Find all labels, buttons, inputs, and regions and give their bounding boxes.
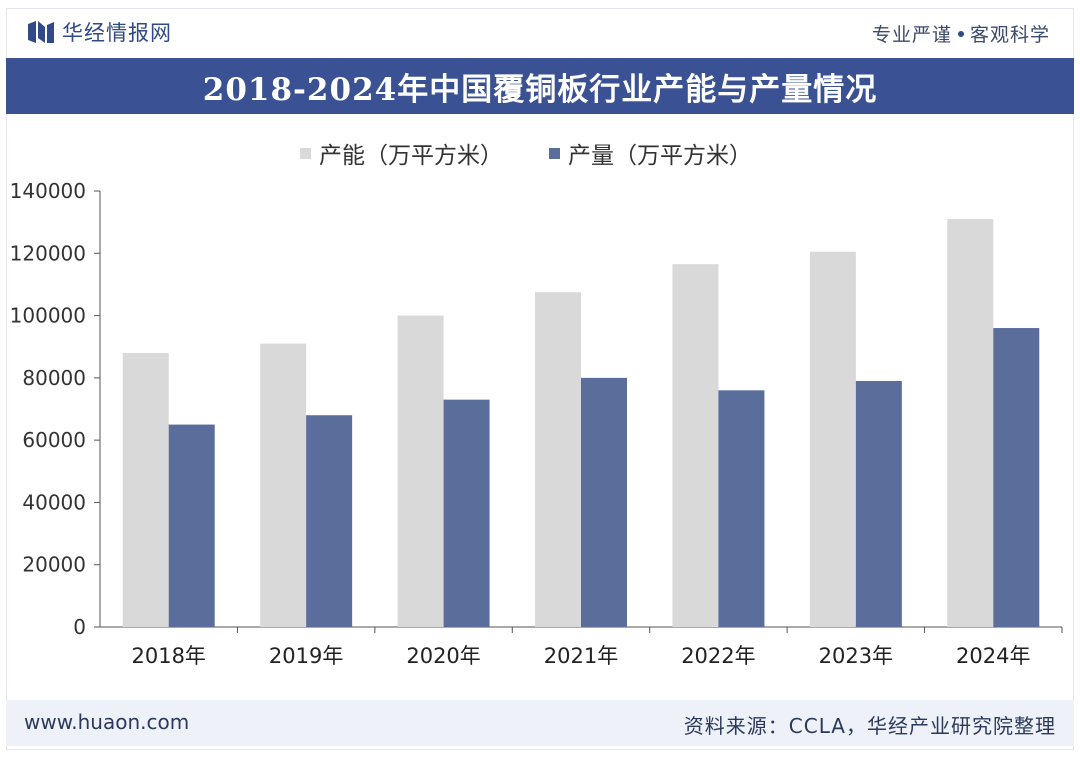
x-tick-label: 2023年: [819, 644, 893, 668]
x-tick-label: 2020年: [406, 644, 480, 668]
y-tick-label: 100000: [10, 304, 86, 328]
bar-chart: 0 20000 40000 60000 80000 100000 120000 140000 2…: [10, 179, 1063, 668]
slogan: 专业严谨 客观科学: [872, 20, 1050, 47]
y-tick-label: 0: [73, 615, 86, 639]
footer: www.huaon.com 资料来源：CCLA，华经产业研究院整理: [6, 700, 1074, 746]
x-tick-label: 2024年: [956, 644, 1030, 668]
x-tick-label: 2022年: [681, 644, 755, 668]
y-tick-label: 60000: [22, 428, 86, 452]
legend-label-output: 产量（万平方米）: [568, 143, 752, 169]
x-tick-label: 2021年: [544, 644, 618, 668]
bar-output: [443, 399, 490, 627]
bar-capacity: [672, 264, 719, 627]
title-bar: 2018-2024年中国覆铜板行业产能与产量情况: [6, 58, 1074, 114]
legend-item-output: 产量（万平方米）: [549, 136, 752, 170]
bar-capacity: [947, 219, 994, 627]
y-tick-label: 140000: [10, 179, 86, 203]
slogan-right: 客观科学: [969, 24, 1050, 46]
brand: 华经情报网: [28, 18, 172, 46]
bar-output: [855, 380, 902, 627]
y-tick-label: 40000: [22, 490, 86, 514]
slogan-left: 专业严谨: [871, 24, 952, 46]
bar-output: [168, 424, 215, 627]
bar-output: [581, 377, 627, 627]
bar-capacity: [397, 315, 444, 627]
chart-title: 2018-2024年中国覆铜板行业产能与产量情况: [202, 71, 878, 108]
bar-output: [306, 415, 353, 627]
header: 华经情报网 专业严谨 客观科学: [6, 8, 1074, 56]
legend-swatch-capacity: [300, 147, 311, 159]
legend-swatch-output: [549, 147, 560, 159]
x-tick-label: 2018年: [131, 644, 205, 668]
bar-output: [993, 328, 1040, 627]
y-tick-label: 20000: [22, 553, 86, 577]
brand-name: 华经情报网: [62, 21, 172, 45]
bar-capacity: [809, 251, 856, 627]
bar-capacity: [122, 352, 169, 627]
y-tick-label: 120000: [10, 241, 86, 265]
legend: 产能（万平方米） 产量（万平方米）: [300, 136, 752, 170]
footer-source: 资料来源：CCLA，华经产业研究院整理: [683, 714, 1056, 738]
bar-output: [718, 390, 765, 627]
y-tick-label: 80000: [22, 366, 86, 390]
legend-label-capacity: 产能（万平方米）: [319, 143, 503, 169]
footer-url: www.huaon.com: [24, 710, 190, 734]
legend-item-capacity: 产能（万平方米）: [300, 136, 503, 170]
slogan-dot-icon: [957, 30, 964, 37]
bar-capacity: [260, 343, 307, 627]
x-tick-label: 2019年: [269, 644, 343, 668]
brand-logo-icon: [28, 21, 54, 43]
bar-capacity: [535, 292, 581, 627]
